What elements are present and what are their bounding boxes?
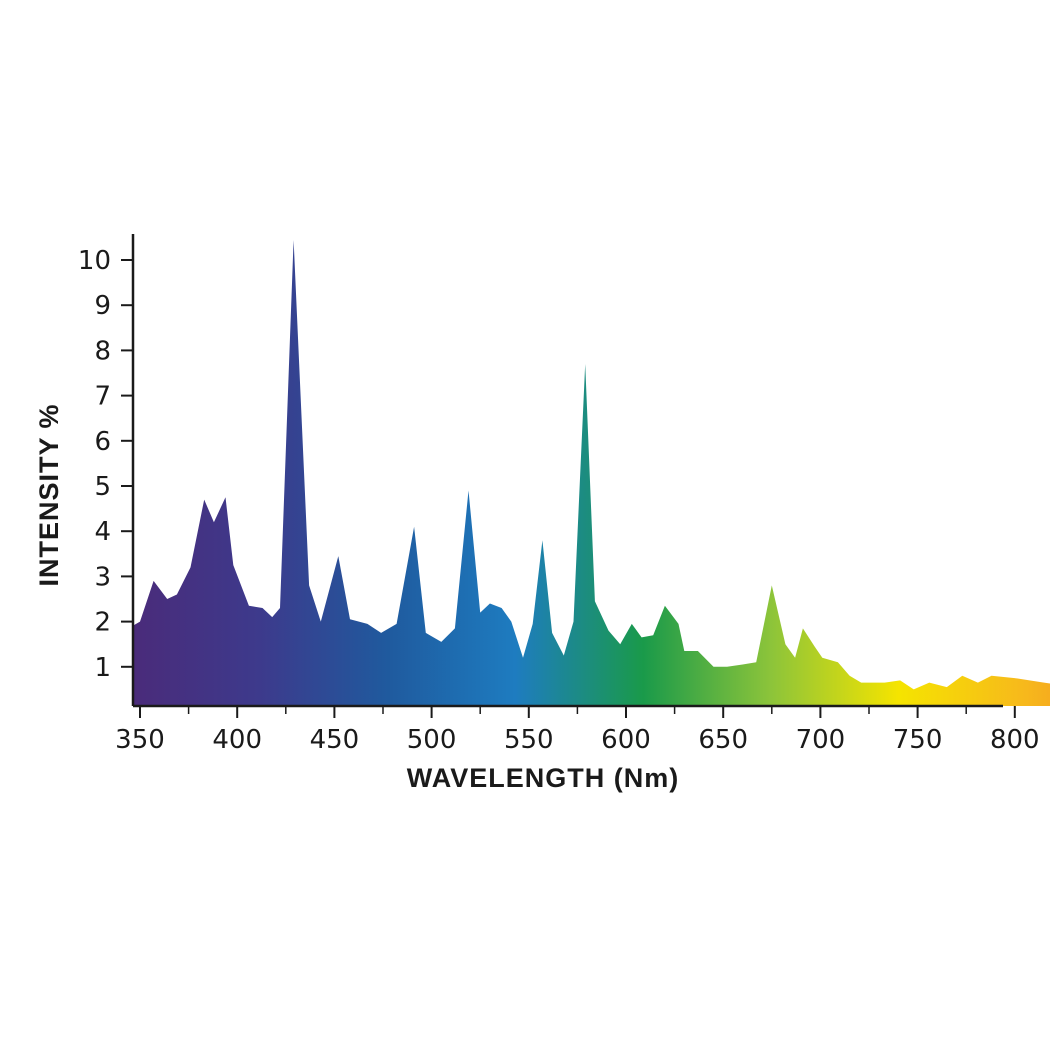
x-tick-label: 600	[601, 725, 651, 755]
y-tick-label: 9	[94, 291, 111, 321]
tick-marks	[121, 259, 1016, 718]
x-tick-label: 350	[115, 725, 165, 755]
plot-area	[132, 240, 1050, 706]
y-tick-label: 4	[94, 517, 111, 547]
y-tick-label: 6	[94, 427, 111, 457]
y-tick-label: 10	[78, 246, 111, 276]
y-tick-label: 1	[94, 653, 111, 683]
x-tick-label: 750	[893, 725, 943, 755]
tick-labels: 1 2 3 4 5 6 7 8 9 10 350 400 450 500 550 600 650 700 750 80…	[78, 246, 1040, 755]
y-tick-label: 3	[94, 562, 111, 592]
y-tick-label: 7	[94, 382, 111, 412]
x-tick-label: 500	[407, 725, 457, 755]
x-tick-label: 800	[990, 725, 1040, 755]
spectrum-area	[132, 240, 1050, 706]
x-tick-label: 650	[698, 725, 748, 755]
y-tick-label: 8	[94, 336, 111, 366]
x-tick-label: 450	[310, 725, 360, 755]
y-tick-label: 5	[94, 472, 111, 502]
y-axis-title: INTENSITY %	[34, 403, 64, 586]
x-tick-label: 700	[796, 725, 846, 755]
y-tick-label: 2	[94, 608, 111, 638]
x-axis-title: WAVELENGTH (Nm)	[407, 763, 680, 793]
x-tick-label: 400	[212, 725, 262, 755]
x-tick-label: 550	[504, 725, 554, 755]
axes	[131, 234, 1003, 708]
